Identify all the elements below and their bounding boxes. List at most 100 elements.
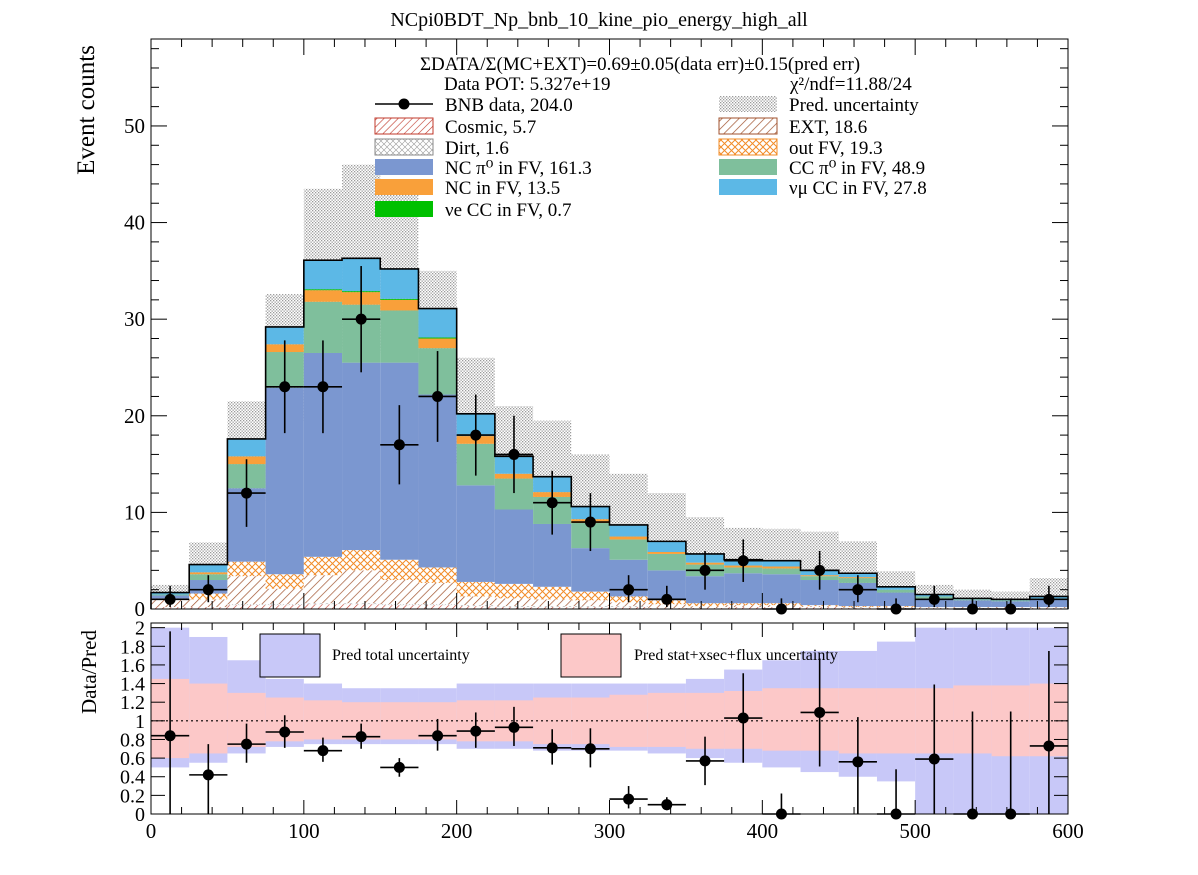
ratio-y-tick-label: 1.2 <box>120 692 145 714</box>
legend: BNB data, 204.0 Pred. uncertainty Cosmic, … <box>374 95 927 221</box>
ratio-point <box>470 725 482 737</box>
bottom-axes: 00.20.40.60.811.21.41.61.82 0 100 200 300 400… <box>120 618 1084 843</box>
ratio-point <box>661 799 673 811</box>
legend-swatch-ccpi0 <box>719 159 777 175</box>
stack-bar-dirt <box>571 606 610 608</box>
ratio-stat-uncertainty-bin <box>762 688 801 751</box>
x-tick-label: 600 <box>1052 819 1084 843</box>
stack-bar-ext <box>685 606 725 609</box>
legend-swatch-nuecc <box>375 201 433 217</box>
data-point <box>470 429 482 441</box>
legend-label-numucc: νμ CC in FV, 27.8 <box>789 178 927 199</box>
ratio-points-layer <box>151 631 1068 820</box>
stack-bar-ext <box>800 606 839 608</box>
legend-swatch-outfv <box>718 138 778 156</box>
data-point <box>164 593 176 605</box>
ratio-y-tick-label: 0 <box>135 804 145 826</box>
legend-swatch-ncpi0 <box>375 159 433 175</box>
stack-bar-ext <box>609 602 648 607</box>
ratio-point <box>928 753 940 765</box>
stack-bar-cosmic <box>533 607 572 609</box>
legend-label-ext: EXT, 18.6 <box>789 117 867 138</box>
stack-bar-dirt <box>456 605 495 607</box>
legend-total-uncertainty-label: Pred total uncertainty <box>332 647 470 664</box>
ratio-stat-uncertainty-bin <box>189 683 228 754</box>
stack-bar-numucc <box>647 541 686 552</box>
stack-bar-ncpi0 <box>342 362 381 551</box>
stack-bar-outfv <box>800 605 839 607</box>
ratio-point <box>546 742 558 754</box>
stack-bar-outfv <box>342 550 381 571</box>
data-point <box>928 593 940 605</box>
stack-bar-ext <box>533 599 572 607</box>
x-tick-label: 0 <box>146 819 157 843</box>
stack-bar-cosmic <box>380 605 419 609</box>
stack-bar-ext <box>227 576 266 605</box>
ratio-point <box>164 730 176 742</box>
data-point <box>202 584 214 596</box>
pot-text: Data POT: 5.327e+19 <box>444 74 611 95</box>
legend-unc-swatch <box>719 96 777 112</box>
y-tick-label: 10 <box>124 500 145 524</box>
y-tick-label: 50 <box>124 114 145 138</box>
stack-bar-ccpi0 <box>609 539 648 560</box>
stack-bar-ext <box>456 596 495 606</box>
y-tick-label: 20 <box>124 404 145 428</box>
stack-bar-nuecc <box>380 298 419 300</box>
stack-bar-dirt <box>303 603 343 605</box>
stack-bar-ext <box>724 605 763 608</box>
stack-bar-ext <box>571 600 610 607</box>
stack-bar-outfv <box>494 583 534 599</box>
stack-bar-ccpi0 <box>762 568 801 575</box>
stack-bar-cosmic <box>494 607 534 609</box>
legend-stat-uncertainty-swatch <box>560 633 622 678</box>
y-tick-label: 0 <box>135 597 146 621</box>
stack-bar-outfv <box>380 559 419 581</box>
legend-swatch-ext <box>718 117 778 135</box>
stack-bar-numucc <box>876 586 916 590</box>
data-point <box>432 390 444 402</box>
stack-bar-cosmic <box>571 607 610 609</box>
ratio-y-tick-label: 0.2 <box>120 785 145 807</box>
stack-bar-outfv <box>418 567 457 583</box>
ratio-point <box>432 730 444 742</box>
data-point <box>1043 593 1055 605</box>
stack-bar-nc <box>647 552 686 554</box>
y-tick-label: 40 <box>124 211 145 235</box>
top-y-axis-label: Event counts <box>73 45 100 175</box>
ratio-y-tick-label: 1 <box>135 711 145 733</box>
legend-label-dirt: Dirt, 1.6 <box>445 138 509 159</box>
data-point <box>814 564 826 576</box>
ratio-point <box>202 769 214 781</box>
stack-bar-numucc <box>838 573 877 578</box>
data-point <box>508 448 520 460</box>
ratio-y-tick-label: 0.4 <box>120 767 145 789</box>
stack-bar-ccpi0 <box>876 589 916 593</box>
top-panel: 0 10 20 30 40 50 Event counts ΣDATA/Σ(MC+EXT)… <box>73 38 1069 621</box>
stack-bar-ccpi0 <box>380 310 419 363</box>
legend-label-nc: NC in FV, 13.5 <box>445 178 560 199</box>
data-point <box>355 313 367 325</box>
stack-bar-numucc <box>189 564 228 573</box>
ratio-point <box>508 721 520 733</box>
stack-bar-numucc <box>609 524 648 537</box>
stack-bar-dirt <box>494 606 534 608</box>
ratio-y-tick-label: 0.8 <box>120 729 145 751</box>
legend-data-marker <box>398 98 410 110</box>
stack-bar-numucc <box>265 326 304 345</box>
stack-bar-dirt <box>418 604 457 606</box>
x-tick-label: 400 <box>747 819 779 843</box>
ratio-point <box>814 706 826 718</box>
ratio-point <box>699 755 711 767</box>
uncertainty-band-bin <box>647 493 686 547</box>
stack-bar-outfv <box>227 561 266 577</box>
x-tick-label: 100 <box>288 819 320 843</box>
y-tick-label: 30 <box>124 307 145 331</box>
ratio-point <box>737 712 749 724</box>
stack-bar-ext <box>1029 607 1068 609</box>
ratio-stat-uncertainty-bin <box>303 700 343 740</box>
data-point <box>546 497 558 509</box>
legend-label-cosmic: Cosmic, 5.7 <box>445 117 536 138</box>
stack-bar-nc <box>380 299 419 311</box>
ratio-y-tick-label: 0.6 <box>120 748 145 770</box>
